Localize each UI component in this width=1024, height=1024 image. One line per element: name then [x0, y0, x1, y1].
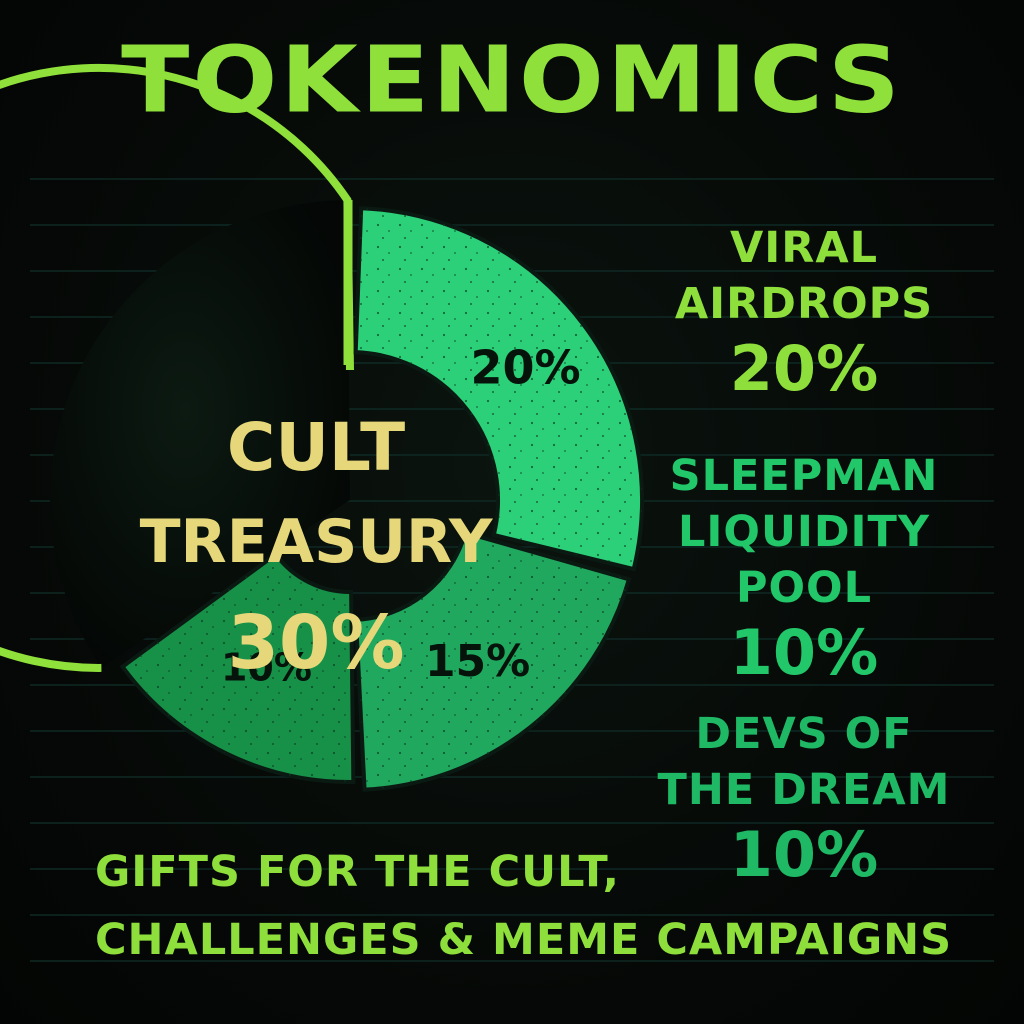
treasury-label-line: TREASURY: [140, 507, 494, 577]
caption: GIFTS FOR THE CULT, CHALLENGES & MEME CA…: [95, 838, 952, 974]
scanline: [30, 224, 994, 226]
treasury-label-line: CULT: [227, 409, 405, 486]
treasury-percent-label: 30%: [227, 600, 404, 686]
scanline: [30, 776, 994, 778]
legend-viral-airdrops: VIRAL AIRDROPS 20%: [654, 220, 954, 406]
slice-viral-airdrops-texture: [355, 208, 643, 570]
scanline: [30, 960, 994, 962]
scanline: [30, 914, 994, 916]
treasury-outline: [0, 63, 354, 672]
legend-label-line: DEVS OF: [695, 709, 913, 759]
slice-sleepman-liquidity-pool-label: 15%: [425, 636, 530, 687]
legend-label-line: POOL: [735, 563, 873, 613]
caption-line: CHALLENGES & MEME CAMPAIGNS: [95, 915, 953, 965]
slice-sleepman-liquidity-pool-texture: [356, 532, 629, 790]
slice-devs-of-the-dream-texture: [122, 554, 354, 783]
legend-percent: 10%: [729, 616, 879, 689]
scanline: [30, 822, 994, 824]
caption-line: GIFTS FOR THE CULT,: [95, 847, 620, 897]
legend-label-line: LIQUIDITY: [677, 507, 931, 557]
scanline: [30, 178, 994, 180]
legend-sleepman-liquidity-pool: SLEEPMAN LIQUIDITY POOL 10%: [654, 448, 954, 690]
scanline: [30, 868, 994, 870]
legend-label-line: THE DREAM: [657, 765, 951, 815]
legend-label-line: AIRDROPS: [674, 279, 934, 329]
slice-devs-of-the-dream-label: 10%: [221, 646, 312, 690]
slice-viral-airdrops-label: 20%: [471, 341, 581, 395]
page-title: TOKENOMICS: [121, 25, 903, 134]
legend-devs-of-the-dream: DEVS OF THE DREAM 10%: [654, 706, 954, 892]
legend-label-line: SLEEPMAN: [669, 451, 939, 501]
legend-label-line: VIRAL: [729, 223, 879, 273]
legend-percent: 20%: [729, 332, 879, 405]
legend-percent: 10%: [729, 818, 879, 891]
slice-cult-treasury: [50, 200, 350, 668]
